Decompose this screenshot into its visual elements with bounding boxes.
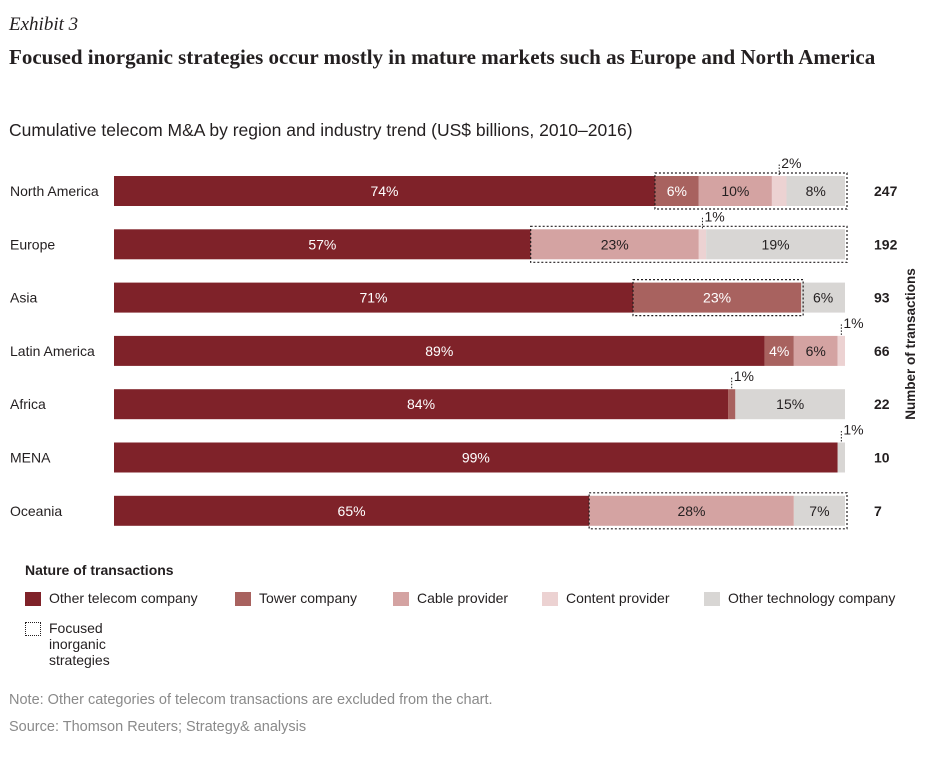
category-label-north-america: North America bbox=[10, 183, 99, 199]
data-label-asia-other-technology-company: 6% bbox=[813, 290, 833, 306]
legend-label: Focused inorganic strategies bbox=[49, 620, 110, 668]
category-label-europe: Europe bbox=[10, 236, 55, 252]
data-label-north-america-tower-company: 6% bbox=[667, 183, 687, 199]
data-label-mena-other-telecom-company: 99% bbox=[462, 450, 490, 466]
legend-label: Content provider bbox=[566, 590, 670, 606]
data-label-africa-other-telecom-company: 84% bbox=[407, 396, 435, 412]
bar-europe-other-technology-company bbox=[706, 229, 845, 260]
legend-swatch bbox=[542, 592, 558, 606]
data-label-europe-content-provider: 1% bbox=[704, 208, 724, 224]
bar-latin-america-other-telecom-company bbox=[114, 335, 765, 366]
legend-label: Other telecom company bbox=[49, 590, 198, 606]
data-label-north-america-other-telecom-company: 74% bbox=[370, 183, 398, 199]
transaction-count-latin-america: 66 bbox=[874, 343, 890, 359]
legend-label: Tower company bbox=[259, 590, 358, 606]
data-label-latin-america-other-telecom-company: 89% bbox=[425, 343, 453, 359]
bar-mena-other-technology-company bbox=[837, 442, 845, 473]
bar-asia-other-telecom-company bbox=[114, 282, 634, 313]
data-label-oceania-cable-provider: 28% bbox=[677, 503, 705, 519]
data-label-europe-other-telecom-company: 57% bbox=[308, 236, 336, 252]
bar-latin-america-cable-provider bbox=[793, 335, 838, 366]
bar-europe-content-provider bbox=[698, 229, 707, 260]
data-label-africa-other-technology-company: 15% bbox=[776, 396, 804, 412]
bar-north-america-cable-provider bbox=[698, 176, 772, 206]
bar-oceania-other-telecom-company bbox=[114, 495, 590, 526]
bar-north-america-other-telecom-company bbox=[114, 176, 655, 206]
bar-north-america-content-provider bbox=[771, 176, 787, 206]
legend-swatch bbox=[704, 592, 720, 606]
category-label-asia: Asia bbox=[10, 290, 37, 306]
transactions-axis-title: Number of transactions bbox=[903, 268, 918, 420]
bar-africa-other-technology-company bbox=[735, 389, 845, 420]
transaction-count-europe: 192 bbox=[874, 236, 898, 252]
bar-europe-other-telecom-company bbox=[114, 229, 531, 260]
category-label-mena: MENA bbox=[10, 450, 51, 466]
category-label-latin-america: Latin America bbox=[10, 343, 95, 359]
data-label-latin-america-cable-provider: 6% bbox=[806, 343, 826, 359]
chart-subtitle: Cumulative telecom M&A by region and ind… bbox=[9, 120, 633, 140]
data-label-oceania-other-technology-company: 7% bbox=[809, 503, 829, 519]
category-label-oceania: Oceania bbox=[10, 503, 62, 519]
data-label-north-america-other-technology-company: 8% bbox=[806, 183, 826, 199]
bar-north-america-other-technology-company bbox=[786, 176, 845, 206]
transaction-count-north-america: 247 bbox=[874, 183, 898, 199]
bar-africa-other-telecom-company bbox=[114, 389, 729, 420]
legend-swatch bbox=[235, 592, 251, 606]
focused-inorganic-box-asia bbox=[632, 279, 804, 317]
data-label-mena-other-technology-company: 1% bbox=[843, 422, 863, 438]
transaction-count-oceania: 7 bbox=[874, 503, 882, 519]
data-label-africa-tower-company: 1% bbox=[734, 368, 754, 384]
data-label-asia-other-telecom-company: 71% bbox=[359, 290, 387, 306]
chart-title: Focused inorganic strategies occur mostl… bbox=[9, 45, 876, 69]
data-label-latin-america-content-provider: 1% bbox=[843, 315, 863, 331]
bar-africa-tower-company bbox=[728, 389, 736, 420]
transaction-count-mena: 10 bbox=[874, 450, 890, 466]
legend-swatch bbox=[25, 592, 41, 606]
bar-mena-other-telecom-company bbox=[114, 442, 838, 473]
legend-label: Other technology company bbox=[728, 590, 896, 606]
data-label-europe-other-technology-company: 19% bbox=[762, 236, 790, 252]
source-line: Source: Thomson Reuters; Strategy& analy… bbox=[9, 719, 307, 735]
bar-latin-america-content-provider bbox=[837, 335, 845, 366]
data-label-asia-tower-company: 23% bbox=[703, 290, 731, 306]
legend-label: Cable provider bbox=[417, 590, 509, 606]
transaction-count-asia: 93 bbox=[874, 290, 890, 306]
bar-europe-cable-provider bbox=[530, 229, 699, 260]
data-label-north-america-content-provider: 2% bbox=[781, 155, 801, 171]
focused-inorganic-box-oceania bbox=[588, 492, 848, 530]
exhibit-label: Exhibit 3 bbox=[9, 14, 79, 35]
data-label-oceania-other-telecom-company: 65% bbox=[338, 503, 366, 519]
bar-asia-other-technology-company bbox=[801, 282, 845, 313]
bar-asia-tower-company bbox=[633, 282, 802, 313]
footnote: Note: Other categories of telecom transa… bbox=[9, 692, 493, 708]
bar-oceania-other-technology-company bbox=[793, 495, 845, 526]
focused-inorganic-box-north-america bbox=[654, 172, 848, 210]
legend-swatch bbox=[393, 592, 409, 606]
data-label-europe-cable-provider: 23% bbox=[601, 236, 629, 252]
bar-latin-america-tower-company bbox=[764, 335, 794, 366]
data-label-north-america-cable-provider: 10% bbox=[721, 183, 749, 199]
transaction-count-africa: 22 bbox=[874, 396, 890, 412]
data-label-latin-america-tower-company: 4% bbox=[769, 343, 789, 359]
dotted-box-icon bbox=[25, 622, 41, 636]
legend-title: Nature of transactions bbox=[25, 562, 174, 578]
category-label-africa: Africa bbox=[10, 396, 46, 412]
bar-oceania-cable-provider bbox=[589, 495, 794, 526]
bar-north-america-tower-company bbox=[654, 176, 699, 206]
